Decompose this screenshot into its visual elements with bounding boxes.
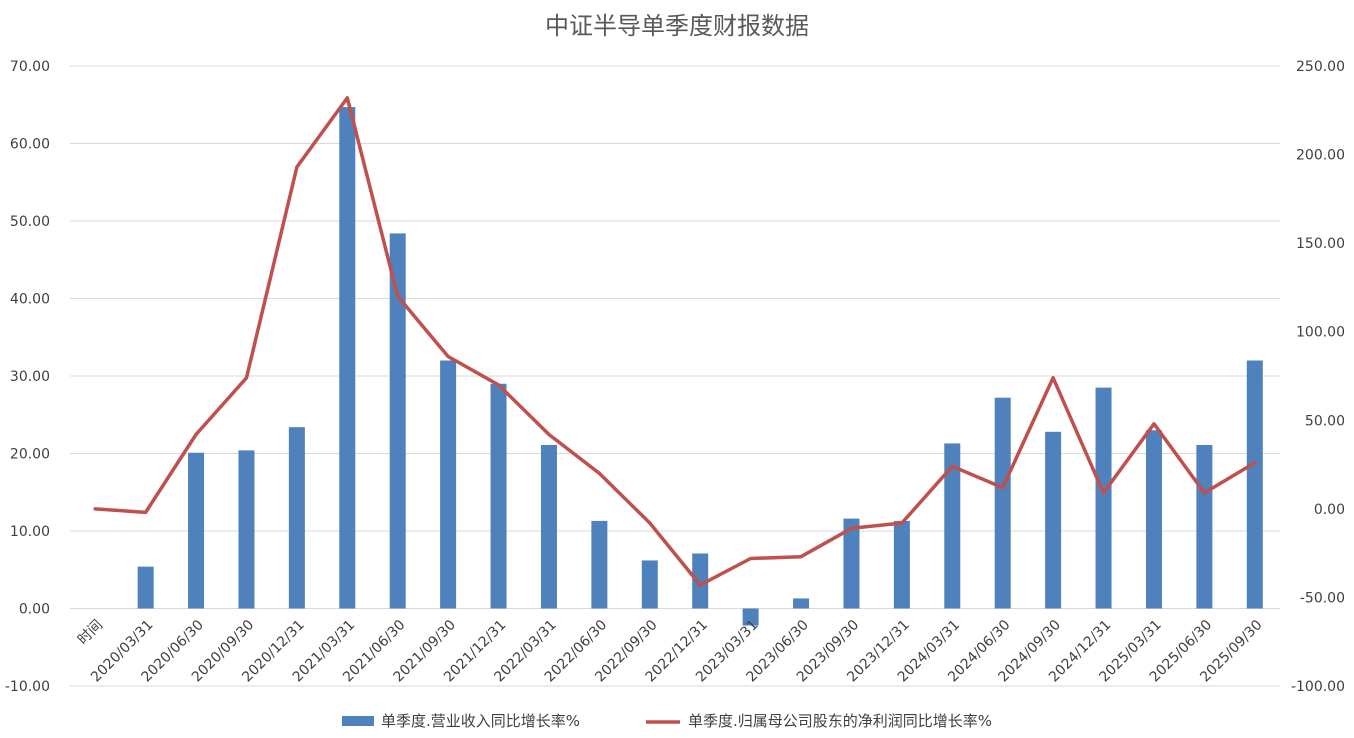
- line-point: [244, 376, 248, 380]
- line-point: [194, 432, 198, 436]
- line-point: [698, 583, 702, 587]
- left-axis-tick-label: 10.00: [10, 524, 50, 540]
- right-axis-tick-label: 0.00: [1314, 502, 1345, 518]
- line-point: [950, 464, 954, 468]
- bar: [994, 397, 1011, 609]
- right-axis-tick-label: 150.00: [1296, 236, 1345, 252]
- line-point: [900, 521, 904, 525]
- right-axis-tick-label: 50.00: [1305, 413, 1345, 429]
- right-y-axis: -100.00 -50.00 0.00 50.00 100.00 150.00 200.00…: [1291, 59, 1345, 695]
- line-point: [295, 165, 299, 169]
- left-axis-tick-label: 30.00: [10, 369, 50, 385]
- line-point: [1001, 486, 1005, 490]
- line-point: [849, 526, 853, 530]
- bar: [490, 383, 507, 609]
- legend: 单季度.营业收入同比增长率% 单季度.归属母公司股东的净利润同比增长率%: [342, 712, 992, 730]
- left-axis-tick-label: 20.00: [10, 447, 50, 463]
- line-point: [1253, 461, 1257, 465]
- line-point: [144, 510, 148, 514]
- right-axis-tick-label: 100.00: [1296, 325, 1345, 341]
- line-point: [345, 96, 349, 100]
- bar: [440, 360, 457, 609]
- left-axis-tick-label: -10.00: [5, 679, 50, 695]
- bar: [238, 450, 255, 609]
- left-axis-tick-label: 50.00: [10, 214, 50, 230]
- bar: [893, 520, 910, 609]
- bar: [339, 107, 356, 609]
- left-axis-tick-label: 60.00: [10, 137, 50, 153]
- line-point: [1051, 376, 1055, 380]
- bar: [1045, 431, 1062, 609]
- line-point: [1152, 422, 1156, 426]
- line-point: [648, 521, 652, 525]
- line-series: [93, 96, 1257, 587]
- line-point: [1102, 491, 1106, 495]
- left-axis-tick-label: 0.00: [19, 602, 50, 618]
- right-axis-tick-label: -100.00: [1291, 679, 1345, 695]
- right-axis-tick-label: 200.00: [1296, 148, 1345, 164]
- line-point: [396, 294, 400, 298]
- right-axis-tick-label: 250.00: [1296, 59, 1345, 75]
- bar: [1145, 430, 1162, 609]
- bar: [540, 444, 557, 609]
- line-point: [1202, 491, 1206, 495]
- left-axis-tick-label: 70.00: [10, 59, 50, 75]
- line-point: [547, 432, 551, 436]
- right-axis-tick-label: -50.00: [1300, 590, 1345, 606]
- bar: [591, 520, 608, 609]
- line-point: [497, 383, 501, 387]
- chart-title: 中证半导单季度财报数据: [545, 12, 809, 40]
- line-point: [597, 471, 601, 475]
- legend-bar-label: 单季度.营业收入同比增长率%: [381, 712, 580, 730]
- grid-lines: [70, 65, 1280, 687]
- line-series-path: [93, 96, 1257, 587]
- bar: [1095, 387, 1112, 609]
- bar: [793, 598, 810, 609]
- line-point: [446, 355, 450, 359]
- bar: [742, 608, 759, 626]
- bar: [188, 452, 205, 609]
- bar: [1196, 444, 1213, 609]
- x-axis: 时间2020/03/312020/06/302020/09/302020/12/…: [75, 617, 1266, 685]
- bar: [1246, 360, 1263, 609]
- line-point: [799, 555, 803, 559]
- bar: [944, 443, 961, 609]
- bar: [389, 233, 406, 609]
- x-axis-tick-label: 时间: [75, 617, 106, 648]
- bar: [137, 566, 154, 609]
- left-axis-tick-label: 40.00: [10, 292, 50, 308]
- bar: [641, 560, 658, 609]
- line-point: [749, 556, 753, 560]
- bar: [843, 518, 860, 609]
- legend-line-label: 单季度.归属母公司股东的净利润同比增长率%: [688, 712, 992, 730]
- bar: [288, 427, 305, 609]
- bar: [692, 553, 709, 609]
- legend-bar-swatch: [342, 716, 374, 726]
- line-point: [93, 507, 97, 511]
- left-y-axis: -10.00 0.00 10.00 20.00 30.00 40.00 50.00 60.00…: [5, 59, 50, 695]
- bar-series: [137, 107, 1263, 626]
